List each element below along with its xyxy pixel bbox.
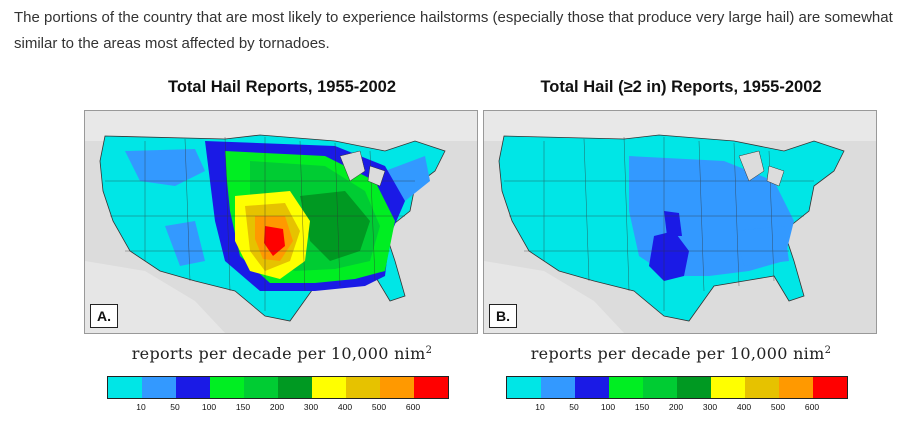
legend-swatch <box>210 377 244 398</box>
legend-swatch <box>575 377 609 398</box>
legend-swatch <box>414 377 448 398</box>
color-legend <box>506 376 848 399</box>
panel-label: B. <box>489 304 517 328</box>
legend-swatch <box>176 377 210 398</box>
legend-swatch <box>278 377 312 398</box>
panel-label: A. <box>90 304 118 328</box>
legend-swatch <box>711 377 745 398</box>
legend-swatch <box>745 377 779 398</box>
legend-tick: 500 <box>770 402 786 412</box>
legend-tick: 200 <box>269 402 285 412</box>
legend-tick: 100 <box>201 402 217 412</box>
legend-swatch <box>609 377 643 398</box>
legend-tick: 150 <box>634 402 650 412</box>
legend-tick: 500 <box>371 402 387 412</box>
legend-tick: 600 <box>804 402 820 412</box>
legend-swatch <box>142 377 176 398</box>
legend-tick: 10 <box>535 402 545 412</box>
map-panel-total-hail: Total Hail Reports, 1955-2002 <box>82 76 482 416</box>
legend-tick: 50 <box>170 402 180 412</box>
legend-swatch <box>779 377 813 398</box>
legend-units-label: reports per decade per 10,000 nim2 <box>131 344 433 363</box>
legend-units-label: reports per decade per 10,000 nim2 <box>530 344 832 363</box>
legend-swatch <box>643 377 677 398</box>
legend-swatch <box>244 377 278 398</box>
large-hail-map-image: B. <box>483 110 877 334</box>
legend-tick: 50 <box>569 402 579 412</box>
legend-tick: 400 <box>736 402 752 412</box>
legend-swatch <box>541 377 575 398</box>
intro-paragraph: The portions of the country that are mos… <box>14 9 893 52</box>
legend-tick: 400 <box>337 402 353 412</box>
map-panel-large-hail: Total Hail (≥2 in) Reports, 1955-2002 B.… <box>481 76 881 416</box>
legend-swatch <box>312 377 346 398</box>
legend-swatch <box>380 377 414 398</box>
legend-swatch <box>346 377 380 398</box>
legend-tick: 300 <box>303 402 319 412</box>
legend-tick: 600 <box>405 402 421 412</box>
legend-tick: 150 <box>235 402 251 412</box>
map-title: Total Hail (≥2 in) Reports, 1955-2002 <box>540 78 822 96</box>
legend-tick: 100 <box>600 402 616 412</box>
legend-swatch <box>813 377 847 398</box>
legend-tick: 300 <box>702 402 718 412</box>
legend-ticks: 10 50 100 150 200 300 400 500 600 <box>506 402 846 416</box>
hail-map-image: A. <box>84 110 478 334</box>
legend-ticks: 10 50 100 150 200 300 400 500 600 <box>107 402 447 416</box>
map-title: Total Hail Reports, 1955-2002 <box>167 78 397 96</box>
legend-swatch <box>108 377 142 398</box>
legend-tick: 200 <box>668 402 684 412</box>
legend-tick: 10 <box>136 402 146 412</box>
legend-swatch <box>507 377 541 398</box>
legend-swatch <box>677 377 711 398</box>
color-legend <box>107 376 449 399</box>
